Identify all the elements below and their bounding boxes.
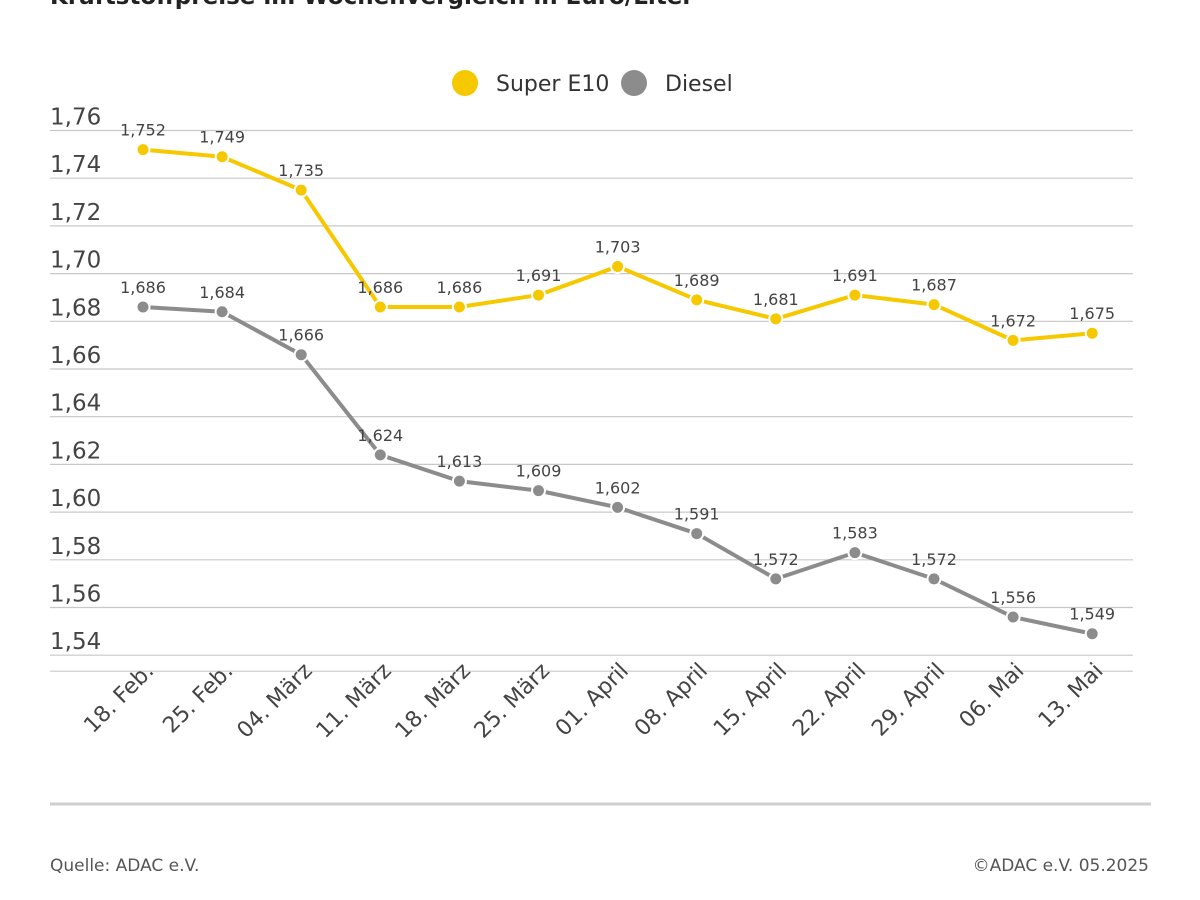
y-tick-label: 1,60 — [50, 486, 101, 512]
data-point — [451, 299, 467, 315]
data-point — [689, 292, 705, 308]
data-label: 1,703 — [595, 237, 641, 256]
data-label: 1,689 — [674, 271, 720, 290]
x-tick-label: 06. Mai — [955, 659, 1030, 734]
series: 1,752 1,749 1,735 1,686 1,686 1,691 1,703 1,689… — [120, 121, 1115, 642]
data-label: 1,686 — [120, 278, 166, 297]
y-tick-label: 1,56 — [50, 582, 101, 608]
data-label: 1,691 — [516, 266, 562, 285]
data-point — [135, 142, 151, 158]
data-label: 1,666 — [278, 326, 324, 345]
data-label: 1,609 — [516, 462, 562, 481]
data-point — [926, 297, 942, 313]
series-diesel: 1,686 1,684 1,666 1,624 1,613 1,609 1,602 1,591… — [120, 278, 1115, 642]
data-label: 1,556 — [990, 588, 1036, 607]
y-tick-label: 1,64 — [50, 391, 101, 417]
data-label: 1,686 — [357, 278, 403, 297]
data-label: 1,613 — [436, 452, 482, 471]
data-point — [610, 499, 626, 515]
y-tick-label: 1,54 — [50, 629, 101, 655]
y-tick-label: 1,68 — [50, 295, 101, 321]
y-tick-label: 1,74 — [50, 152, 101, 178]
copyright-note: ©ADAC e.V. 05.2025 — [972, 856, 1149, 876]
source-note: Quelle: ADAC e.V. — [50, 856, 200, 876]
chart-title: Kraftstoffpreise im Wochenvergleich in E… — [50, 0, 694, 10]
data-label: 1,624 — [357, 426, 403, 445]
data-label: 1,684 — [199, 283, 245, 302]
y-tick-label: 1,76 — [50, 105, 101, 131]
data-label: 1,583 — [832, 524, 878, 543]
data-point — [847, 545, 863, 561]
x-tick-label: 25. Feb. — [158, 659, 238, 739]
data-point — [372, 447, 388, 463]
data-point — [1005, 332, 1021, 348]
data-label: 1,752 — [120, 121, 166, 140]
data-point — [768, 311, 784, 327]
data-point — [293, 347, 309, 363]
data-point — [1084, 626, 1100, 642]
data-point — [610, 258, 626, 274]
series-line-diesel — [141, 304, 1095, 636]
data-label: 1,749 — [199, 128, 245, 147]
data-label: 1,687 — [911, 276, 957, 295]
y-tick-label: 1,72 — [50, 200, 101, 226]
x-tick-label: 18. Feb. — [79, 659, 159, 739]
data-point — [214, 149, 230, 165]
data-point — [135, 299, 151, 315]
data-label: 1,572 — [753, 550, 799, 569]
data-point — [531, 287, 546, 303]
legend-marker — [452, 70, 478, 96]
data-point — [451, 473, 467, 489]
data-label: 1,602 — [595, 478, 641, 497]
y-axis-ticks: 1,76 1,74 1,72 1,70 1,68 1,66 1,64 1,62 1,60 1,58… — [50, 105, 101, 656]
y-tick-label: 1,70 — [50, 248, 101, 274]
series-super-e10: 1,752 1,749 1,735 1,686 1,686 1,691 1,703 1,689… — [120, 121, 1115, 348]
y-tick-label: 1,62 — [50, 438, 101, 464]
legend-label: Super E10 — [496, 72, 609, 97]
legend: Super E10 Diesel — [452, 70, 733, 97]
data-point — [372, 299, 388, 315]
data-point — [214, 304, 230, 320]
legend-marker — [621, 70, 647, 96]
data-point — [768, 571, 784, 587]
data-point — [1084, 325, 1100, 341]
data-point — [1005, 609, 1021, 625]
legend-label: Diesel — [665, 72, 733, 97]
data-label: 1,686 — [436, 278, 482, 297]
data-label: 1,572 — [911, 550, 957, 569]
data-point — [293, 182, 309, 198]
grid-lines — [50, 129, 1133, 672]
y-tick-label: 1,66 — [50, 343, 101, 369]
data-label: 1,591 — [674, 505, 720, 524]
data-label: 1,672 — [990, 311, 1036, 330]
data-label: 1,691 — [832, 266, 878, 285]
x-tick-label: 13. Mai — [1034, 659, 1109, 734]
data-label: 1,675 — [1069, 304, 1115, 323]
data-point — [689, 526, 705, 542]
data-label: 1,735 — [278, 161, 324, 180]
data-label: 1,549 — [1069, 605, 1115, 624]
data-label: 1,681 — [753, 290, 799, 309]
y-tick-label: 1,58 — [50, 534, 101, 560]
data-point — [926, 571, 942, 587]
data-point — [847, 287, 863, 303]
data-point — [531, 483, 546, 499]
